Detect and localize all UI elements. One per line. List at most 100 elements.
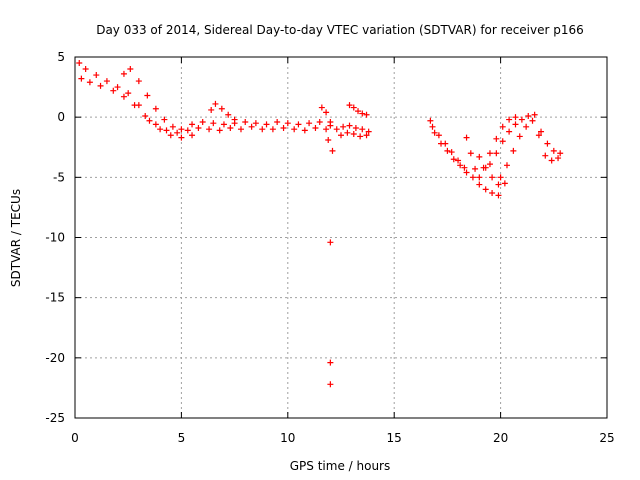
series-arc-late-1 [427,117,502,199]
data-point [284,120,291,127]
data-point [555,155,562,162]
y-tick-label: -20 [45,351,65,365]
x-tick-label: 0 [71,431,79,445]
data-point [333,126,340,133]
data-point [531,111,538,118]
data-point [516,133,523,140]
data-point [216,127,223,134]
data-point [512,121,519,128]
data-point [327,359,334,366]
x-tick-label: 20 [493,431,508,445]
data-point [323,126,330,133]
data-point [76,60,83,67]
data-point [525,112,532,119]
data-point [457,162,464,169]
data-point [161,116,168,123]
data-point [550,147,557,154]
data-point [469,174,476,181]
data-point [178,126,185,133]
data-point [463,134,470,141]
data-point [359,110,366,117]
data-point [431,129,438,136]
y-tick-label: -10 [45,231,65,245]
data-point [503,162,510,169]
data-points [76,60,564,388]
data-point [548,157,555,164]
data-point [212,100,219,107]
data-point [78,75,85,82]
data-point [178,134,185,141]
data-point [152,121,159,128]
data-point [237,126,244,133]
data-point [327,381,334,388]
data-point [486,150,493,157]
data-point [125,90,132,97]
series-arc-early-bump [120,66,185,133]
data-point [357,133,364,140]
series-arc-late-4 [486,111,564,168]
data-point [325,137,332,144]
x-tick-label: 10 [280,431,295,445]
data-point [538,128,545,135]
data-point [135,78,142,85]
data-point [195,124,202,131]
data-point [167,132,174,139]
data-point [327,239,334,246]
data-point [472,165,479,172]
data-point [146,117,153,124]
data-point [435,132,442,139]
data-point [199,118,206,125]
data-point [429,123,436,130]
data-point [82,66,89,73]
data-point [210,120,217,127]
data-point [242,118,249,125]
data-point [110,87,117,94]
data-point [448,149,455,156]
data-point [506,116,513,123]
data-point [344,129,351,136]
y-tick-label: -25 [45,411,65,425]
data-point [189,132,196,139]
data-point [184,127,191,134]
data-point [218,105,225,112]
data-point [227,124,234,131]
data-point [259,126,266,133]
data-point [316,118,323,125]
data-point [455,157,462,164]
data-point [86,79,93,86]
data-point [499,138,506,145]
series-outliers [325,137,336,388]
data-point [493,150,500,157]
series-arc-early-lower [78,75,191,136]
data-point [544,140,551,147]
series-arc-early-upper [76,60,196,141]
series-arc-late-6 [476,153,508,188]
data-point [355,108,362,115]
data-point [340,123,347,130]
y-axis-label: SDTVAR / TECUs [9,189,23,287]
data-point [495,181,502,188]
data-point [295,121,302,128]
data-point [323,109,330,116]
data-point [157,126,164,133]
data-point [510,147,517,154]
data-point [476,153,483,160]
data-point [208,106,215,113]
data-point [497,174,504,181]
data-point [301,127,308,134]
data-point [274,118,281,125]
data-point [467,150,474,157]
data-point [127,66,134,73]
data-point [120,93,127,100]
data-point [482,186,489,193]
data-point [312,124,319,131]
data-point [363,132,370,139]
series-arc-late-2 [429,123,468,171]
data-point [359,126,366,133]
data-point [542,152,549,159]
y-tick-label: 0 [57,110,65,124]
data-point [450,156,457,163]
data-point [350,104,357,111]
data-point [152,105,159,112]
